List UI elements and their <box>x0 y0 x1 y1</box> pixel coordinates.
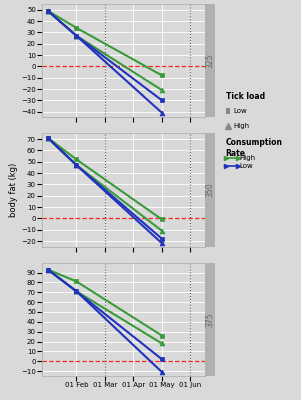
Text: Consumption
Rate: Consumption Rate <box>226 138 283 158</box>
Text: Low: Low <box>233 108 247 114</box>
Text: Tick load: Tick load <box>226 92 265 101</box>
Text: High: High <box>233 123 250 129</box>
Text: High: High <box>239 155 256 161</box>
Y-axis label: body fat (kg): body fat (kg) <box>9 163 18 217</box>
Text: 375: 375 <box>206 312 214 327</box>
Text: 350: 350 <box>206 183 214 197</box>
Text: Low: Low <box>239 163 253 169</box>
Text: 325: 325 <box>206 54 214 68</box>
